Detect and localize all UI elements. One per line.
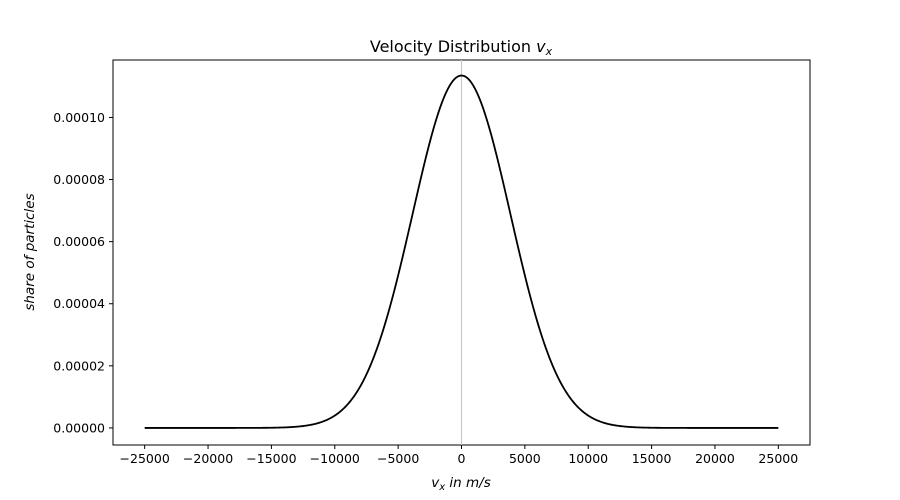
x-tick-label: −25000 [120,451,170,466]
chart-title-sub: x [545,45,553,58]
x-tick-label: −10000 [310,451,360,466]
y-tick-label: 0.00010 [53,110,105,125]
y-tick-label: 0.00008 [53,172,105,187]
chart-title-var: v [536,37,546,56]
x-axis-ticks: −25000 −20000 −15000 −10000 −5000 0 5000 10000 1… [120,445,798,466]
y-tick-label: 0.00006 [53,234,105,249]
x-tick-label: 25000 [758,451,798,466]
x-tick-label: 20000 [695,451,735,466]
chart-title-main: Velocity Distribution [370,37,536,56]
x-tick-label: 10000 [568,451,608,466]
chart-title: Velocity Distribution vx [370,37,553,58]
y-tick-label: 0.00002 [53,358,105,373]
x-axis-label-var: v [431,475,440,491]
y-axis-ticks: 0.00000 0.00002 0.00004 0.00006 0.00008 0.000… [53,110,113,435]
x-axis-label-rest: in m/s [445,475,491,491]
x-axis-label: vx in m/s [431,475,491,493]
series-line-0 [144,74,779,429]
y-tick-label: 0.00004 [53,296,105,311]
series-group [144,74,779,429]
x-tick-label: −20000 [183,451,233,466]
x-tick-label: 15000 [632,451,672,466]
x-tick-label: −15000 [246,451,296,466]
y-tick-label: 0.00000 [53,420,105,435]
x-tick-label: 5000 [509,451,541,466]
x-axis-label-sub: x [438,482,445,493]
x-tick-label: −5000 [377,451,419,466]
x-tick-label: 0 [458,451,466,466]
y-axis-label: share of particles [22,193,38,310]
